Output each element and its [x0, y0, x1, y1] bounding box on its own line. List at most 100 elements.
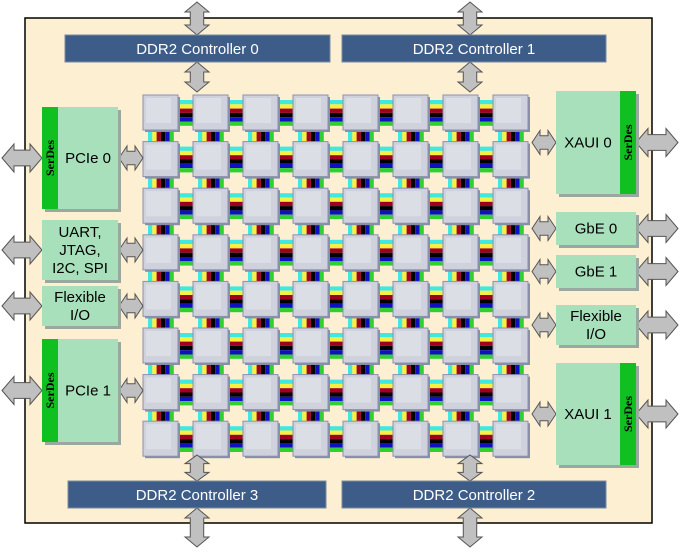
mesh-link-vertical — [448, 267, 474, 284]
serdes-strip — [620, 363, 636, 465]
mesh-link-horizontal — [226, 239, 245, 266]
processor-tile — [242, 141, 280, 179]
mesh-link-horizontal — [376, 333, 395, 359]
right-io-block-1: GbE 0 — [556, 212, 639, 248]
processor-tile — [192, 234, 230, 272]
mesh-link-horizontal — [376, 100, 395, 126]
mesh-link-vertical — [298, 128, 324, 144]
double-arrow-icon — [118, 292, 144, 320]
double-arrow-icon — [118, 376, 144, 405]
block-label: GbE 0 — [575, 221, 618, 238]
processor-tile — [392, 187, 430, 226]
right-io-block-2: GbE 1 — [556, 255, 639, 291]
left-io-block-3: SerDes PCIe 1 — [42, 339, 121, 445]
mesh-link-vertical — [198, 267, 224, 284]
mesh-link-vertical — [148, 361, 174, 377]
mesh-link-horizontal — [326, 286, 345, 313]
processor-tile — [292, 94, 330, 132]
mesh-link-vertical — [498, 221, 524, 237]
mesh-link-horizontal — [426, 239, 445, 266]
processor-tile — [242, 187, 280, 226]
serdes-label: SerDes — [43, 372, 57, 408]
mesh-link-vertical — [248, 128, 274, 144]
mesh-link-horizontal — [276, 333, 295, 359]
mesh-link-vertical — [348, 267, 374, 284]
mesh-link-vertical — [248, 267, 274, 284]
processor-tile — [392, 234, 430, 272]
mesh-link-vertical — [248, 314, 274, 330]
double-arrow-icon — [456, 61, 484, 93]
right-io-block-4: SerDes XAUI 1 — [556, 363, 639, 468]
mesh-link-horizontal — [176, 146, 195, 173]
mesh-link-horizontal — [226, 379, 245, 406]
double-arrow-icon — [635, 398, 679, 430]
mesh-link-horizontal — [326, 333, 345, 359]
processor-tile — [392, 420, 430, 459]
mesh-link-horizontal — [226, 193, 245, 219]
mesh-link-horizontal — [426, 146, 445, 173]
block-label: PCIe 0 — [65, 150, 111, 167]
mesh-link-vertical — [498, 314, 524, 330]
processor-tile — [192, 420, 230, 459]
processor-tile — [292, 187, 330, 226]
processor-tile — [242, 280, 280, 319]
processor-tile — [392, 141, 430, 179]
processor-tile — [192, 374, 230, 412]
mesh-link-vertical — [498, 128, 524, 144]
processor-tile — [342, 374, 380, 412]
mesh-link-horizontal — [326, 146, 345, 173]
mesh-link-horizontal — [326, 100, 345, 126]
processor-tile — [242, 94, 280, 132]
processor-tile — [242, 327, 280, 365]
processor-tile — [492, 187, 530, 226]
mesh-link-horizontal — [176, 193, 195, 219]
mesh-link-horizontal — [176, 100, 195, 126]
mesh-link-horizontal — [426, 379, 445, 406]
processor-tile — [342, 280, 380, 319]
mesh-link-vertical — [498, 267, 524, 284]
mesh-link-vertical — [198, 314, 224, 330]
processor-tile — [442, 327, 480, 365]
block-label: UART, — [58, 224, 101, 241]
mesh-link-vertical — [198, 221, 224, 237]
processor-tile — [142, 280, 180, 319]
double-arrow-icon — [635, 309, 679, 341]
mesh-link-vertical — [148, 174, 174, 191]
mesh-link-vertical — [198, 174, 224, 191]
processor-tile — [292, 234, 330, 272]
mesh-link-horizontal — [276, 286, 295, 313]
processor-tile — [492, 420, 530, 459]
ddr-label: DDR2 Controller 1 — [413, 41, 536, 58]
mesh-link-horizontal — [476, 193, 495, 219]
ddr-controller-1: DDR2 Controller 1 — [341, 34, 607, 63]
processor-tile — [392, 327, 430, 365]
ddr-label: DDR2 Controller 2 — [413, 487, 536, 504]
double-arrow-icon — [635, 256, 679, 287]
double-arrow-icon — [118, 144, 144, 172]
mesh-link-vertical — [198, 361, 224, 377]
processor-tile — [442, 374, 480, 412]
mesh-link-vertical — [448, 128, 474, 144]
mesh-link-vertical — [448, 174, 474, 191]
processor-tile — [342, 234, 380, 272]
mesh-link-horizontal — [376, 426, 395, 452]
mesh-link-horizontal — [476, 333, 495, 359]
ddr-label: DDR2 Controller 0 — [136, 41, 259, 58]
mesh-link-vertical — [298, 314, 324, 330]
processor-tile — [142, 327, 180, 365]
mesh-link-horizontal — [176, 379, 195, 406]
processor-tile — [392, 280, 430, 319]
block-label: I/O — [70, 307, 90, 324]
block-label: XAUI 0 — [564, 135, 612, 152]
serdes-strip — [620, 91, 636, 194]
mesh-link-vertical — [498, 361, 524, 377]
processor-tile — [192, 94, 230, 132]
block-label: Flexible — [570, 308, 622, 325]
mesh-link-vertical — [348, 174, 374, 191]
mesh-link-horizontal — [276, 239, 295, 266]
processor-tile — [492, 94, 530, 132]
processor-tile — [192, 187, 230, 226]
mesh-link-vertical — [148, 128, 174, 144]
